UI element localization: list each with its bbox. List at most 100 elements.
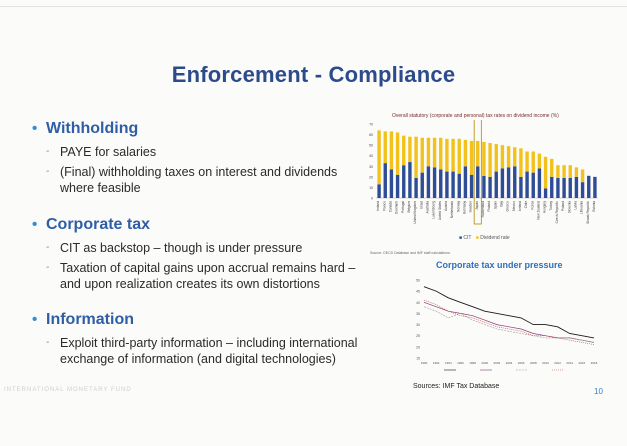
x-tick-label: Austria	[444, 201, 448, 211]
cit-bar	[463, 166, 468, 198]
y-tick-label: 40	[416, 301, 420, 305]
dividend-bar	[562, 165, 566, 178]
x-tick-label: Poland	[561, 201, 565, 211]
dividend-bar	[513, 147, 517, 167]
cit-bar	[556, 177, 560, 198]
y-tick-label: 70	[369, 123, 373, 127]
dividend-bar	[568, 165, 572, 178]
x-tick-label: Mexico	[512, 201, 516, 211]
x-tick-label: Latvia	[573, 201, 577, 210]
x-tick-label: Germany	[462, 201, 466, 215]
section-withholding: • Withholding - PAYE for salaries - (Fin…	[32, 120, 372, 196]
dividend-bar	[506, 146, 511, 168]
cit-bar	[395, 174, 400, 198]
cit-bar	[469, 174, 474, 198]
y-tick-label: 30	[369, 165, 373, 169]
dividend-bar	[543, 156, 548, 189]
x-tick-label: Estonia	[592, 201, 596, 212]
y-tick-label: 20	[369, 175, 373, 179]
x-tick-label: 2016	[579, 361, 586, 365]
dividend-bar	[383, 131, 387, 164]
dividend-bar	[531, 151, 535, 173]
bullet-text: Exploit third-party information – includ…	[60, 336, 358, 366]
cit-bar	[414, 177, 418, 198]
x-tick-label: Portugal	[401, 201, 405, 213]
x-tick-label: United Kingdom	[413, 201, 417, 224]
cit-bar	[408, 162, 412, 198]
bullet-text: Taxation of capital gains upon accrual r…	[60, 261, 356, 291]
x-tick-label: Ireland	[376, 201, 380, 211]
chart-legend: ■ CIT ■ Dividend rate	[459, 235, 510, 241]
dividend-bar	[445, 138, 449, 172]
dividend-bar	[389, 131, 394, 170]
x-tick-label: Iceland	[518, 201, 522, 212]
dividend-bar	[414, 136, 418, 178]
x-tick-label: Greece	[506, 201, 510, 212]
y-tick-label: 0	[371, 197, 373, 201]
x-tick-label: New Zealand	[536, 201, 540, 220]
corporate-tax-chart-svg: 15 20 25 30 35 40 45 50 1990 1992 1994 1996 1998 2000…	[416, 279, 598, 371]
dividend-bar	[574, 167, 579, 177]
x-tick-label: Luxembourg	[432, 201, 436, 219]
x-tick-label: Slovak Republic	[586, 201, 590, 224]
x-tick-label: Lithuania	[580, 201, 584, 214]
dividend-bar	[556, 165, 560, 178]
cit-bar	[519, 176, 523, 198]
legend-swatch-cit-icon: ■	[459, 235, 463, 241]
cit-bar	[550, 176, 554, 198]
dividend-bar	[525, 151, 529, 172]
cit-bar	[587, 175, 591, 198]
bullet-dot-icon: •	[32, 120, 38, 137]
section-corporate-tax: • Corporate tax - CIT as backstop – thou…	[32, 216, 372, 292]
dividend-bar	[426, 137, 431, 167]
cit-bar	[457, 173, 461, 198]
x-tick-label: Finland	[487, 201, 491, 212]
dividend-tax-chart-svg: 0 10 20 30 40 50 60 70 Ireland France Canada Denmar…	[369, 120, 598, 225]
cit-bar	[377, 184, 381, 198]
cit-bar	[494, 171, 498, 198]
cit-bar	[574, 176, 579, 198]
sub-bullet-icon: -	[46, 166, 50, 177]
y-tick-label: 60	[369, 133, 373, 137]
cit-bar	[482, 175, 486, 198]
page-number: 10	[594, 387, 603, 396]
bullet-text: (Final) withholding taxes on interest an…	[60, 165, 338, 195]
sub-bullet-icon: -	[46, 242, 50, 253]
dividend-bar	[482, 141, 486, 176]
series-line	[423, 301, 595, 343]
cit-bar	[476, 166, 480, 198]
dividend-bar	[451, 138, 455, 172]
dividend-bar	[377, 130, 381, 185]
y-tick-label: 50	[369, 144, 373, 148]
dividend-bar	[488, 143, 492, 177]
cit-bar	[562, 177, 566, 198]
x-tick-label: 1996	[457, 361, 464, 365]
cit-bar	[580, 182, 585, 198]
x-tick-label: 1992	[433, 361, 440, 365]
x-tick-label: Denmark	[395, 201, 399, 214]
cit-bar	[500, 168, 505, 198]
section-information: • Information - Exploit third-party info…	[32, 311, 372, 367]
y-tick-label: 10	[369, 186, 373, 190]
dividend-bar	[432, 137, 437, 168]
sub-bullet-icon: -	[46, 146, 50, 157]
bullet-text: PAYE for salaries	[60, 145, 157, 159]
cit-bar	[593, 176, 597, 198]
x-tick-label: Chile	[524, 201, 528, 208]
x-tick-label: 2010	[542, 361, 549, 365]
x-tick-label: Norway	[456, 201, 460, 212]
series-line	[423, 306, 595, 343]
legend-swatch-dividend-icon: ■	[475, 235, 479, 241]
x-tick-label: 2000	[481, 361, 488, 365]
chart-title: Overall statutory (corporate and persona…	[392, 113, 559, 119]
section-heading: Corporate tax	[46, 216, 151, 233]
cit-bar	[525, 171, 529, 198]
x-tick-label: 1998	[469, 361, 476, 365]
x-tick-label: 1994	[445, 361, 452, 365]
x-tick-label: Hungary	[543, 201, 547, 213]
cit-bar	[513, 166, 517, 198]
cit-bar	[488, 176, 492, 198]
series-line	[423, 299, 595, 345]
dividend-bar	[476, 140, 480, 167]
